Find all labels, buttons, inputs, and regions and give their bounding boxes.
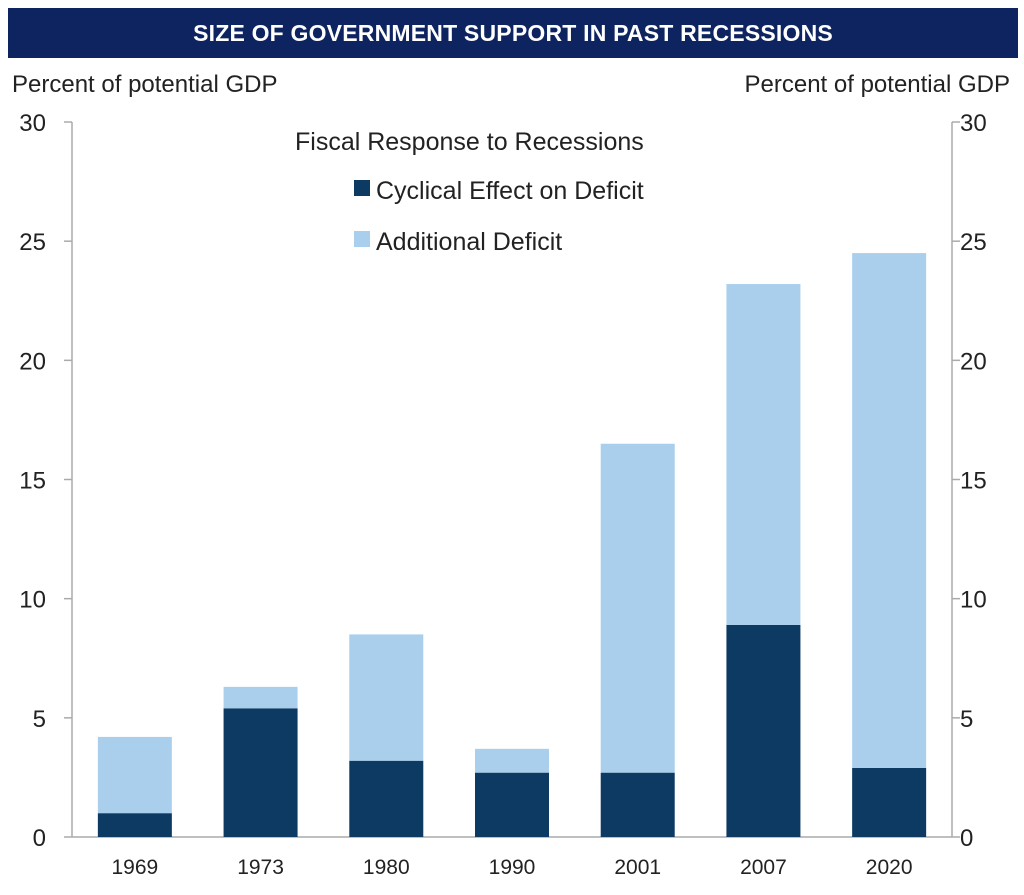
legend-swatch (354, 180, 370, 196)
x-category-label: 1969 (111, 856, 158, 879)
bar-segment-cyclical (600, 772, 675, 837)
right-tick-label: 25 (960, 229, 987, 256)
bar-segment-additional (349, 634, 424, 761)
right-tick-label: 30 (960, 110, 987, 137)
left-tick-label: 10 (19, 587, 46, 614)
left-axis-unit-label: Percent of potential GDP (12, 71, 277, 98)
bar-segment-cyclical (223, 708, 298, 837)
legend-entry-label: Additional Deficit (376, 228, 562, 256)
chart-title-banner: SIZE OF GOVERNMENT SUPPORT IN PAST RECES… (8, 8, 1018, 58)
right-tick-label: 15 (960, 468, 987, 495)
x-category-label: 1980 (363, 856, 410, 879)
legend-swatch (354, 231, 370, 247)
left-tick-label: 30 (19, 110, 46, 137)
chart-title: SIZE OF GOVERNMENT SUPPORT IN PAST RECES… (193, 19, 833, 46)
bar-segment-additional (97, 736, 172, 814)
axes: 0 0 5 5 10 10 15 15 20 20 25 25 30 30 (19, 110, 986, 852)
legend-title: Fiscal Response to Recessions (295, 128, 644, 156)
right-tick-label: 20 (960, 348, 987, 375)
bar-segment-additional (600, 443, 675, 773)
x-category-label: 1973 (237, 856, 284, 879)
bars: 1969 1973 1980 1990 2001 2007 2020 (97, 253, 927, 879)
bar-segment-additional (475, 748, 549, 773)
legend-entry-label: Cyclical Effect on Deficit (376, 177, 644, 205)
bar-segment-cyclical (97, 813, 172, 837)
right-tick-label: 0 (960, 825, 973, 852)
legend: Fiscal Response to Recessions Cyclical E… (295, 128, 644, 256)
left-tick-label: 5 (33, 706, 46, 733)
bar-segment-additional (852, 253, 927, 768)
x-category-label: 2007 (740, 856, 787, 879)
x-category-label: 2001 (614, 856, 661, 879)
bar-segment-cyclical (852, 767, 927, 837)
bar-segment-cyclical (475, 772, 549, 837)
left-tick-label: 15 (19, 468, 46, 495)
x-category-label: 1990 (489, 856, 536, 879)
right-tick-label: 10 (960, 587, 987, 614)
left-tick-label: 20 (19, 348, 46, 375)
bar-segment-cyclical (349, 760, 424, 837)
bar-segment-additional (223, 686, 298, 709)
x-category-label: 2020 (866, 856, 913, 879)
right-tick-label: 5 (960, 706, 973, 733)
right-axis-unit-label: Percent of potential GDP (745, 71, 1010, 98)
bar-segment-additional (726, 284, 801, 625)
bar-segment-cyclical (726, 624, 801, 837)
left-tick-label: 25 (19, 229, 46, 256)
left-tick-label: 0 (33, 825, 46, 852)
